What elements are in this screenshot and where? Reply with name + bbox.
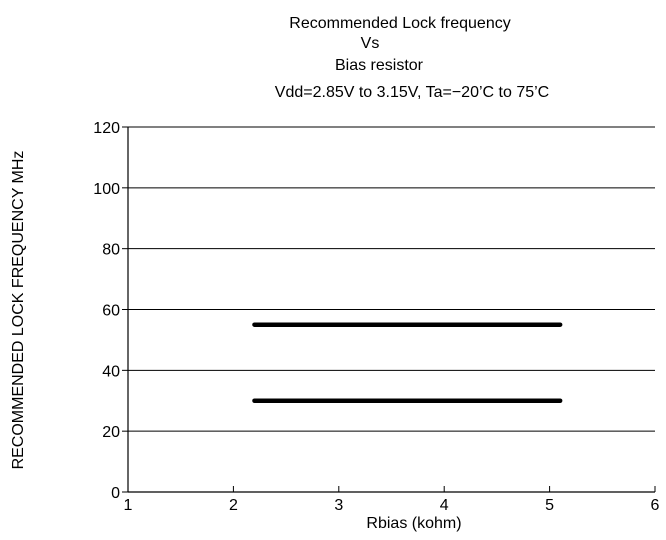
- y-tick-labels: 0 20 40 60 80 100 120: [93, 120, 120, 502]
- axes: [122, 126, 656, 493]
- chart-title: Recommended Lock frequency Vs Bias resis…: [275, 15, 549, 101]
- x-tick-label-4: 4: [440, 497, 449, 514]
- title-line-3: Bias resistor: [335, 57, 424, 74]
- x-tick-label-3: 3: [334, 497, 343, 514]
- x-tick-label-6: 6: [651, 497, 660, 514]
- y-tick-label-40: 40: [102, 363, 120, 380]
- x-tick-label-1: 1: [124, 497, 133, 514]
- x-axis-label: Rbias (kohm): [366, 515, 461, 532]
- y-tick-label-100: 100: [93, 181, 120, 198]
- y-tick-label-80: 80: [102, 242, 120, 259]
- y-tick-label-0: 0: [111, 485, 120, 502]
- grid-lines: [128, 126, 655, 493]
- x-tick-label-5: 5: [545, 497, 554, 514]
- title-line-2: Vs: [361, 35, 380, 52]
- title-line-1: Recommended Lock frequency: [289, 15, 510, 32]
- x-tick-label-2: 2: [229, 497, 238, 514]
- y-tick-label-60: 60: [102, 303, 120, 320]
- y-tick-label-20: 20: [102, 424, 120, 441]
- y-tick-label-120: 120: [93, 120, 120, 137]
- data-series: [252, 322, 563, 403]
- y-axis-label: RECOMMENDED LOCK FREQUENCY MHz: [10, 151, 27, 470]
- x-tick-labels: 1 2 3 4 5 6: [124, 497, 660, 514]
- title-line-4: Vdd=2.85V to 3.15V, Ta=−20’C to 75’C: [275, 84, 549, 101]
